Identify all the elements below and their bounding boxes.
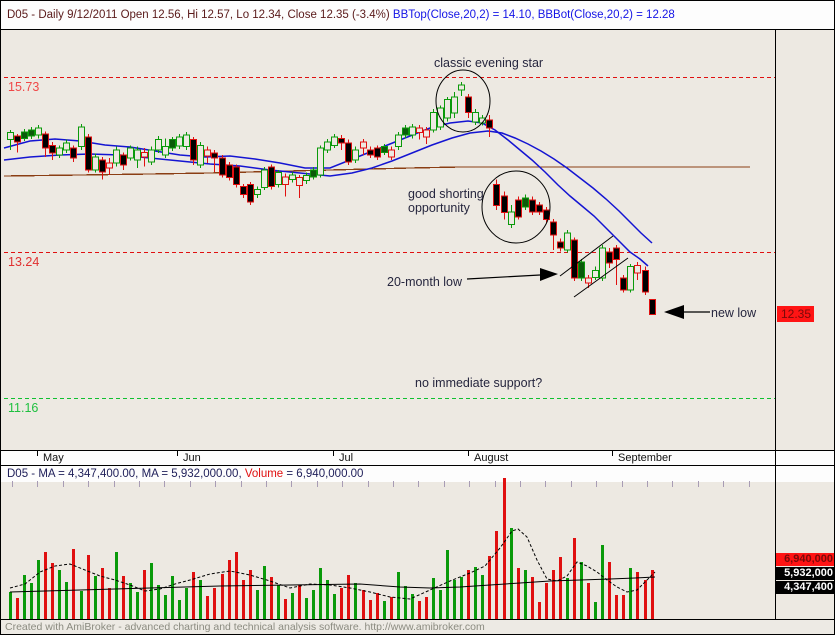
price-pane-title: D05 - Daily 9/12/2011 Open 12.56, Hi 12.… (1, 1, 834, 30)
title-bollinger-text: BBTop(Close,20,2) = 14.10, BBBot(Close,2… (389, 9, 675, 21)
svg-text:no immediate support?: no immediate support? (415, 376, 542, 390)
axis-label-jun: Jun (183, 452, 201, 464)
footer-credit-text: Created with AmiBroker - advanced charti… (5, 621, 485, 633)
volume-ma-slow-label: 4,347,400 (776, 581, 834, 594)
svg-text:good shorting: good shorting (408, 187, 484, 201)
svg-text:new low: new low (711, 306, 757, 320)
amibroker-credit-footer: Created with AmiBroker - advanced charti… (1, 619, 835, 635)
svg-text:classic evening star: classic evening star (434, 56, 543, 70)
svg-text:20-month low: 20-month low (387, 275, 463, 289)
volume-title-mas: D05 - MA = 4,347,400.00, MA = 5,932,000.… (7, 468, 245, 480)
axis-label-august: August (474, 452, 509, 464)
last-price-label: 12.35 (777, 306, 814, 322)
volume-current-label: 6,940,000 (776, 553, 834, 566)
volume-pane-title: D05 - MA = 4,347,400.00, MA = 5,932,000.… (1, 466, 834, 482)
axis-label-jul: Jul (339, 452, 354, 464)
axis-label-september: September (618, 452, 672, 464)
svg-text:opportunity: opportunity (408, 201, 471, 215)
volume-title-word: Volume (244, 468, 284, 480)
axis-label-may: May (43, 452, 64, 464)
title-ohlc-text: D05 - Daily 9/12/2011 Open 12.56, Hi 12.… (7, 9, 390, 21)
volume-ma-fast-label: 5,932,000 (776, 567, 834, 580)
svg-text:15.73: 15.73 (8, 80, 39, 94)
date-axis: May Jun Jul August September (1, 450, 834, 466)
volume-title-value: = 6,940,000.00 (283, 468, 364, 480)
svg-text:11.16: 11.16 (8, 401, 38, 415)
svg-text:13.24: 13.24 (8, 255, 39, 269)
